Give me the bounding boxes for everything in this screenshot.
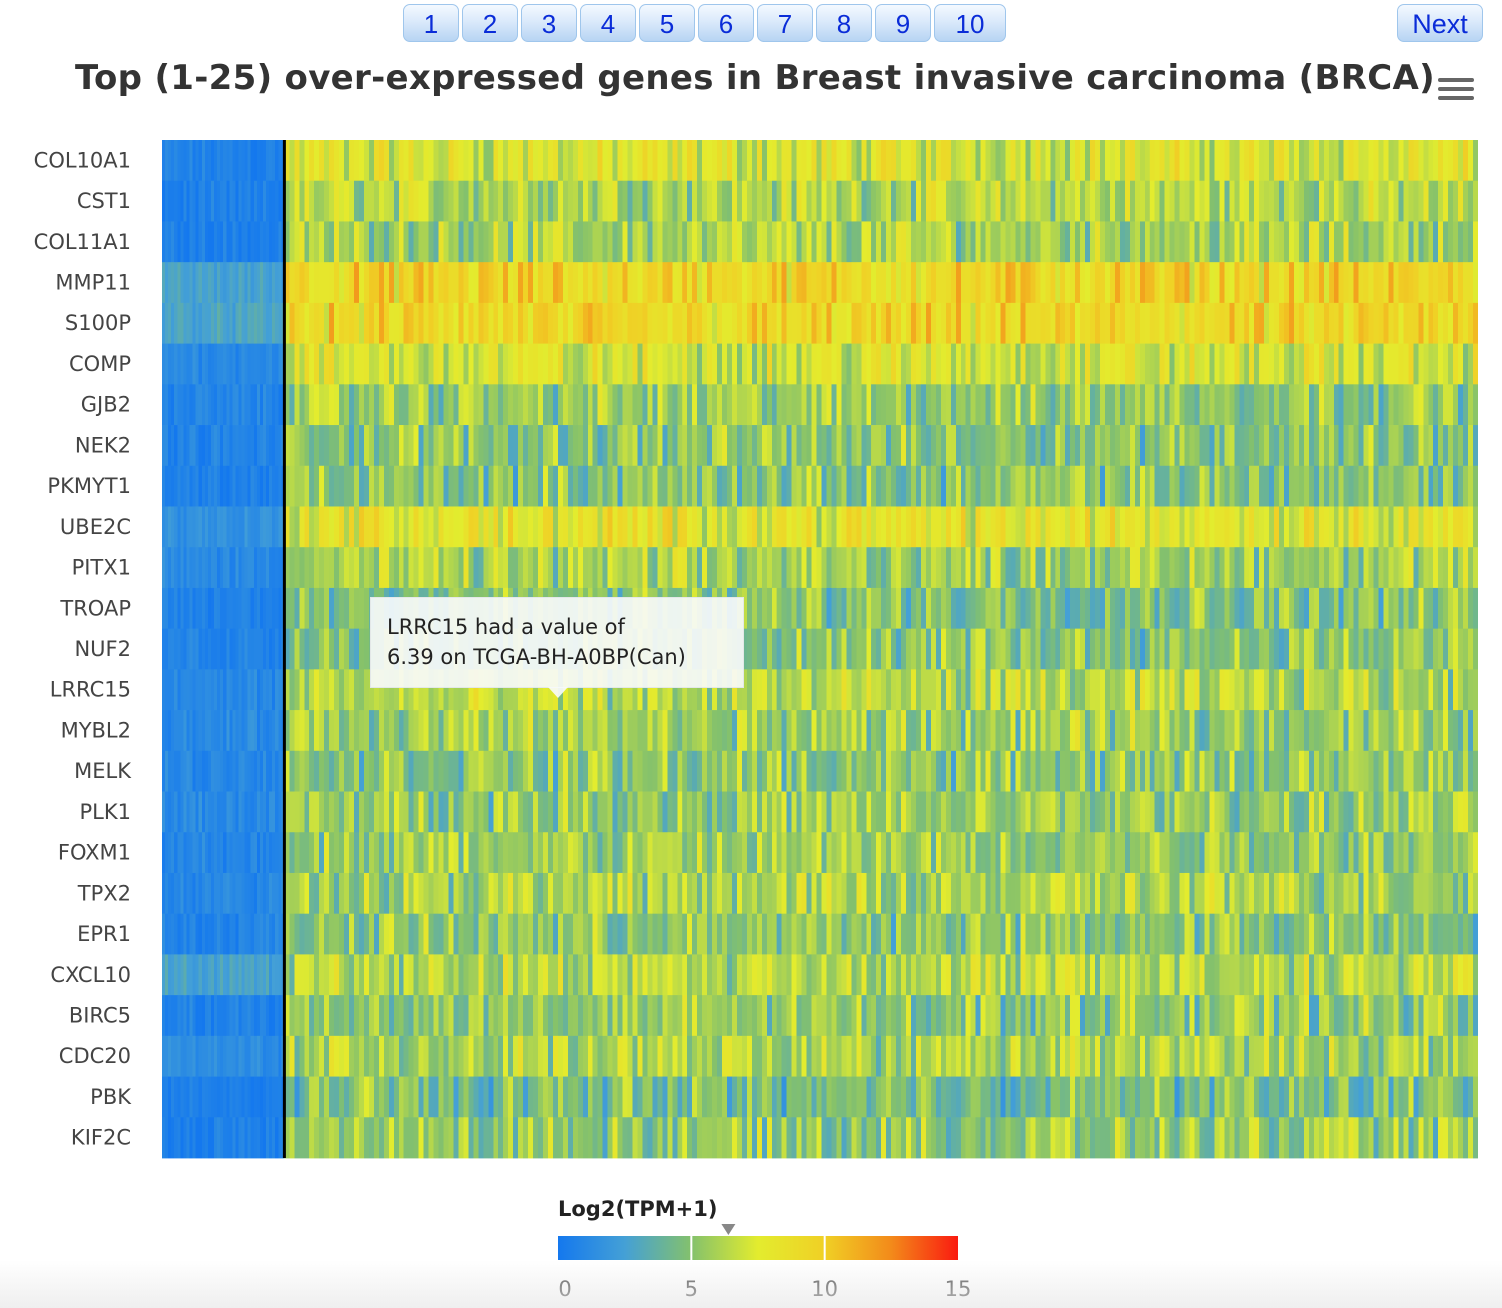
- page-button-3[interactable]: 3: [521, 4, 577, 42]
- page-button-10[interactable]: 10: [934, 4, 1006, 42]
- heatmap-row-troap-normal[interactable]: [162, 587, 285, 630]
- heatmap-row-nek2-normal[interactable]: [162, 425, 285, 467]
- gene-label-ube2c: UBE2C: [60, 515, 131, 539]
- heatmap-row-ube2c-normal[interactable]: [162, 506, 285, 548]
- heatmap-row-melk-normal[interactable]: [162, 750, 285, 792]
- tooltip-line-1: LRRC15 had a value of: [387, 615, 625, 639]
- heatmap-row-tpx2-normal[interactable]: [162, 872, 285, 915]
- gene-label-birc5: BIRC5: [69, 1003, 131, 1027]
- gene-label-melk: MELK: [74, 759, 132, 783]
- gene-label-cxcl10: CXCL10: [50, 963, 131, 987]
- page-button-5[interactable]: 5: [639, 4, 695, 42]
- heatmap-row-birc5-tumor[interactable]: [284, 995, 1479, 1037]
- heatmap-row-cst1-tumor[interactable]: [284, 180, 1479, 222]
- gene-label-troap: TROAP: [59, 596, 131, 620]
- heatmap-row-cst1-normal[interactable]: [162, 180, 285, 222]
- gene-label-col10a1: COL10A1: [34, 148, 131, 172]
- gene-label-pitx1: PITX1: [72, 556, 131, 580]
- gene-label-tpx2: TPX2: [77, 881, 131, 905]
- heatmap-row-pbk-normal[interactable]: [162, 1076, 285, 1118]
- heatmap-row-mmp11-tumor[interactable]: [284, 262, 1479, 304]
- gene-label-lrrc15: LRRC15: [50, 678, 131, 702]
- heatmap-row-ube2c-tumor[interactable]: [284, 506, 1479, 548]
- heatmap-row-cxcl10-normal[interactable]: [162, 954, 285, 996]
- legend-tick-label: 5: [684, 1277, 699, 1301]
- gene-label-comp: COMP: [69, 352, 131, 376]
- heatmap-row-mybl2-normal[interactable]: [162, 710, 285, 752]
- heatmap-row-birc5-normal[interactable]: [162, 995, 285, 1037]
- heatmap-row-col11a1-normal[interactable]: [162, 221, 285, 263]
- gene-label-gjb2: GJB2: [81, 393, 131, 417]
- heatmap-row-col10a1-normal[interactable]: [162, 140, 285, 182]
- heatmap-row-pkmyt1-normal[interactable]: [162, 465, 285, 507]
- page-button-9[interactable]: 9: [875, 4, 931, 42]
- page-button-4[interactable]: 4: [580, 4, 636, 42]
- gene-label-plk1: PLK1: [80, 800, 132, 824]
- heatmap-row-lrrc15-normal[interactable]: [162, 669, 285, 711]
- legend-tick-label: 15: [944, 1277, 972, 1301]
- tooltip-pointer-icon: [548, 687, 568, 698]
- heatmap-row-tpx2-tumor[interactable]: [284, 872, 1479, 915]
- gene-label-epr1: EPR1: [77, 922, 131, 946]
- gene-label-mybl2: MYBL2: [61, 718, 131, 742]
- chart-menu-icon[interactable]: [1438, 78, 1474, 104]
- heatmap-row-s100p-tumor[interactable]: [284, 302, 1479, 344]
- chart-title: Top (1-25) over-expressed genes in Breas…: [75, 58, 1435, 98]
- gene-label-nek2: NEK2: [75, 433, 131, 457]
- heatmap-row-kif2c-tumor[interactable]: [284, 1117, 1479, 1159]
- legend-tick-label: 0: [558, 1277, 572, 1301]
- heatmap-row-epr1-normal[interactable]: [162, 913, 285, 955]
- heatmap-row-epr1-tumor[interactable]: [284, 913, 1479, 955]
- heatmap-row-s100p-normal[interactable]: [162, 302, 285, 344]
- heatmap-row-cdc20-tumor[interactable]: [284, 1035, 1479, 1077]
- heatmap-row-plk1-normal[interactable]: [162, 791, 285, 833]
- gene-label-mmp11: MMP11: [55, 271, 131, 295]
- page-button-8[interactable]: 8: [816, 4, 872, 42]
- heatmap-row-pitx1-tumor[interactable]: [284, 547, 1479, 589]
- legend-tick-label: 10: [811, 1277, 839, 1301]
- heatmap-row-cxcl10-tumor[interactable]: [284, 954, 1479, 996]
- heatmap-row-comp-normal[interactable]: [162, 343, 285, 385]
- heatmap-row-mybl2-tumor[interactable]: [284, 710, 1479, 752]
- heatmap-row-foxm1-tumor[interactable]: [284, 832, 1479, 874]
- gene-label-cst1: CST1: [77, 189, 131, 213]
- page-button-7[interactable]: 7: [757, 4, 813, 42]
- heatmap-row-foxm1-normal[interactable]: [162, 832, 285, 874]
- heatmap-row-cdc20-normal[interactable]: [162, 1035, 285, 1077]
- heatmap-row-col10a1-tumor[interactable]: [284, 140, 1479, 182]
- gene-label-cdc20: CDC20: [59, 1044, 131, 1068]
- heatmap-row-nek2-tumor[interactable]: [284, 425, 1479, 467]
- heatmap-row-comp-tumor[interactable]: [284, 343, 1479, 385]
- tooltip-line-2: 6.39 on TCGA-BH-A0BP(Can): [387, 645, 686, 669]
- gene-label-pkmyt1: PKMYT1: [47, 474, 131, 498]
- legend-title: Log2(TPM+1): [558, 1197, 718, 1221]
- gene-label-s100p: S100P: [65, 311, 131, 335]
- heatmap-row-pbk-tumor[interactable]: [284, 1076, 1479, 1118]
- gene-label-kif2c: KIF2C: [71, 1126, 131, 1150]
- page-button-2[interactable]: 2: [462, 4, 518, 42]
- heatmap-row-col11a1-tumor[interactable]: [284, 221, 1479, 263]
- page-button-1[interactable]: 1: [403, 4, 459, 42]
- gene-label-pbk: PBK: [90, 1085, 132, 1109]
- heatmap-row-nuf2-normal[interactable]: [162, 628, 285, 670]
- heatmap-row-melk-tumor[interactable]: [284, 750, 1479, 792]
- page-button-6[interactable]: 6: [698, 4, 754, 42]
- pagination: 1 2 3 4 5 6 7 8 9 10: [403, 4, 1006, 42]
- gene-label-nuf2: NUF2: [74, 637, 131, 661]
- cell-tooltip: LRRC15 had a value of 6.39 on TCGA-BH-A0…: [370, 597, 744, 698]
- gene-label-col11a1: COL11A1: [34, 230, 131, 254]
- gene-label-foxm1: FOXM1: [58, 841, 131, 865]
- heatmap-row-plk1-tumor[interactable]: [284, 791, 1479, 833]
- legend-color-bar: [558, 1236, 958, 1260]
- legend-value-marker-icon: [721, 1224, 736, 1235]
- heatmap-row-pitx1-normal[interactable]: [162, 547, 285, 589]
- heatmap-row-mmp11-normal[interactable]: [162, 262, 285, 304]
- heatmap-row-gjb2-normal[interactable]: [162, 384, 285, 426]
- heatmap-row-gjb2-tumor[interactable]: [284, 384, 1479, 426]
- heatmap-row-kif2c-normal[interactable]: [162, 1117, 285, 1159]
- heatmap-row-pkmyt1-tumor[interactable]: [284, 465, 1479, 507]
- next-page-button[interactable]: Next: [1397, 4, 1483, 42]
